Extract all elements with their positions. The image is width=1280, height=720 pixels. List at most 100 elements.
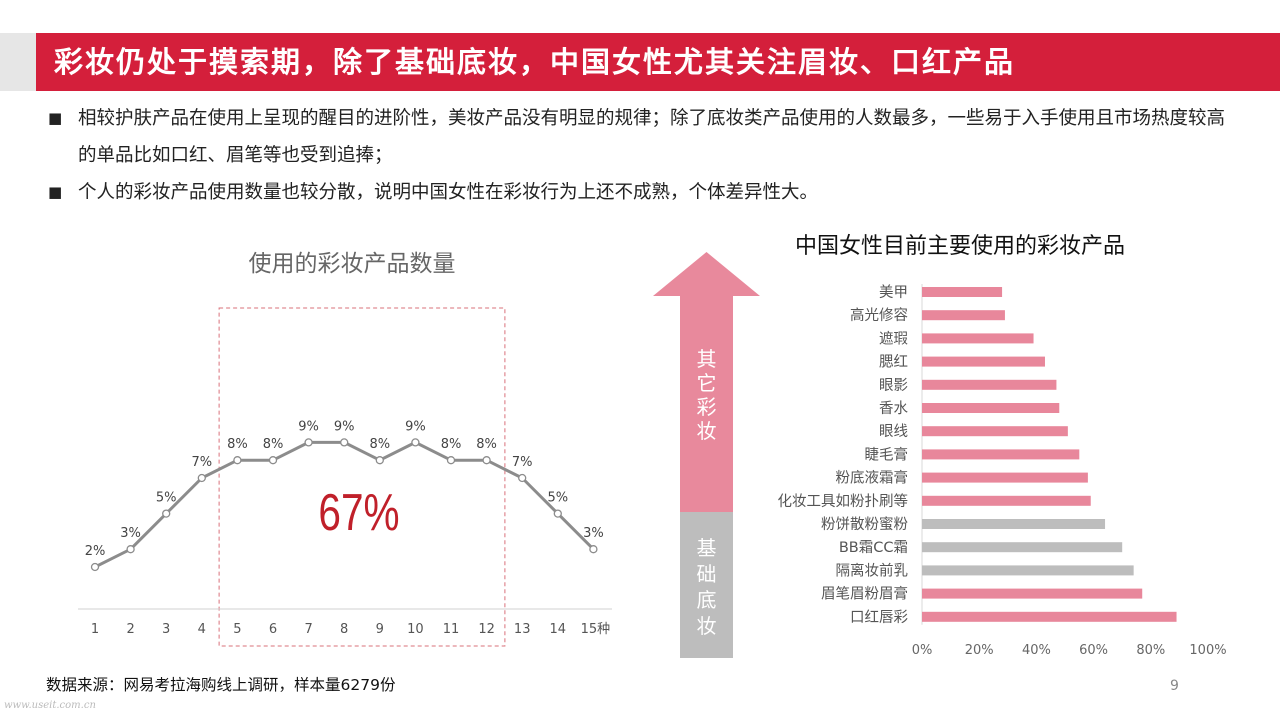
bar	[922, 287, 1003, 297]
category-label: 化妆工具如粉扑刷等	[778, 492, 909, 510]
bar	[922, 611, 1177, 622]
category-label: 遮瑕	[879, 330, 908, 347]
category-label: BB霜CC霜	[839, 539, 908, 556]
category-label: 眉笔眉粉眉膏	[821, 586, 908, 603]
category-label: 眼影	[879, 377, 908, 394]
bar	[922, 588, 1143, 599]
x-tick-label: 5	[233, 622, 241, 637]
square-bullet-icon: ■	[48, 183, 63, 201]
bar	[922, 403, 1060, 413]
x-tick-label: 10	[407, 622, 424, 637]
arrow-top-label-char: 妆	[697, 419, 717, 443]
data-label: 3%	[120, 526, 141, 541]
bar	[922, 356, 1045, 367]
data-label: 5%	[156, 491, 177, 506]
data-point	[482, 456, 491, 465]
bar-chart-title: 中国女性目前主要使用的彩妆产品	[794, 234, 1125, 259]
x-tick-label: 13	[514, 622, 531, 637]
data-point	[375, 456, 384, 465]
data-label: 8%	[476, 437, 497, 452]
x-tick-label: 3	[162, 622, 170, 637]
x-tick-label: 11	[443, 622, 460, 637]
title-bar-accent	[0, 33, 36, 91]
line-chart-title: 使用的彩妆产品数量	[248, 251, 456, 277]
data-point	[304, 438, 313, 447]
bullet-item: ■ 相较护肤产品在使用上呈现的醒目的进阶性，美妆产品没有明显的规律；除了底妆类产…	[48, 100, 1238, 174]
bar	[922, 449, 1080, 460]
bullet-item: ■ 个人的彩妆产品使用数量也较分散，说明中国女性在彩妆行为上还不成熟，个体差异性…	[48, 174, 1238, 211]
arrow-bottom-label-char: 础	[697, 562, 717, 586]
x-tick-label: 12	[478, 622, 495, 637]
data-label: 9%	[405, 419, 426, 434]
x-tick-label: 6	[269, 622, 277, 637]
bar	[922, 565, 1134, 576]
x-tick-label: 20%	[965, 643, 994, 658]
data-label: 9%	[334, 419, 355, 434]
category-label: 眼线	[879, 423, 908, 440]
arrow-top-label-char: 彩	[697, 395, 717, 419]
bar	[922, 495, 1091, 506]
data-point	[589, 545, 598, 554]
line-chart: 2%3%5%7%8% 8%9% 9%8%9%8% 8%7%5%3%1 2 3 4 5 6 7 8 9 1…	[78, 307, 612, 647]
bullet-list: ■ 相较护肤产品在使用上呈现的醒目的进阶性，美妆产品没有明显的规律；除了底妆类产…	[48, 100, 1238, 211]
data-point	[197, 473, 206, 483]
bullet-text: 个人的彩妆产品使用数量也较分散，说明中国女性在彩妆行为上还不成熟，个体差异性大。	[78, 182, 819, 203]
x-tick-label: 4	[198, 622, 206, 637]
highlight-range-box	[218, 307, 506, 647]
page-number: 9	[1170, 678, 1179, 694]
x-tick-label: 60%	[1079, 643, 1108, 658]
data-point	[340, 438, 349, 447]
data-label: 7%	[191, 455, 212, 470]
x-tick-label: 80%	[1136, 643, 1165, 658]
watermark-logo: www.useit.com.cn	[4, 700, 96, 711]
square-bullet-icon: ■	[48, 109, 63, 127]
arrow-bottom-label-char: 底	[697, 588, 717, 612]
data-point	[411, 438, 420, 447]
arrow-bottom-label-char: 妆	[697, 614, 717, 638]
category-label: 香水	[879, 400, 908, 417]
arrow-up-other-makeup	[653, 252, 760, 512]
data-label: 3%	[583, 526, 604, 541]
bar	[922, 519, 1106, 529]
data-point	[162, 509, 171, 518]
category-label: 腮红	[879, 354, 908, 371]
bar	[922, 333, 1034, 344]
arrow-base-foundation	[680, 512, 733, 658]
data-source-note: 数据来源：网易考拉海购线上调研，样本量6279份	[46, 676, 396, 694]
data-point	[446, 456, 456, 465]
highlight-percentage: 67%	[318, 483, 399, 541]
data-label: 2%	[85, 544, 106, 559]
data-point	[268, 456, 278, 465]
x-tick-label: 14	[550, 622, 567, 637]
category-label: 口红唇彩	[850, 609, 908, 626]
x-tick-label: 9	[376, 622, 384, 637]
bar	[922, 379, 1057, 390]
data-point	[553, 509, 562, 518]
x-tick-label: 1	[91, 622, 99, 637]
page-title: 彩妆仍处于摸索期，除了基础底妆，中国女性尤其关注眉妆、口红产品	[36, 33, 1280, 91]
x-tick-label: 15种	[581, 622, 611, 637]
data-label: 9%	[298, 419, 319, 434]
x-tick-label: 0%	[912, 643, 933, 658]
data-label: 8%	[369, 437, 390, 452]
bar	[922, 426, 1068, 437]
x-tick-label: 100%	[1189, 643, 1226, 658]
category-label: 粉饼散粉蜜粉	[821, 516, 908, 533]
arrow-bottom-label-char: 基	[697, 536, 717, 560]
bar	[922, 472, 1088, 483]
x-tick-label: 8	[340, 622, 348, 637]
data-point	[518, 473, 527, 483]
category-label: 高光修容	[850, 307, 908, 324]
data-label: 8%	[441, 437, 462, 452]
bar	[922, 542, 1123, 553]
data-point	[90, 562, 100, 572]
bar-chart: 其它彩妆基础底妆美甲高光修容遮瑕腮红眼影香水眼线睫毛膏粉底液霜膏化妆工具如粉扑刷…	[653, 252, 1227, 658]
x-tick-label: 40%	[1022, 643, 1051, 658]
data-point	[126, 545, 135, 554]
data-point	[233, 456, 242, 465]
data-label: 7%	[512, 455, 533, 470]
arrow-top-label-char: 其	[697, 347, 717, 371]
bar	[922, 310, 1005, 321]
x-tick-label: 7	[304, 622, 312, 637]
x-tick-label: 2	[126, 622, 134, 637]
